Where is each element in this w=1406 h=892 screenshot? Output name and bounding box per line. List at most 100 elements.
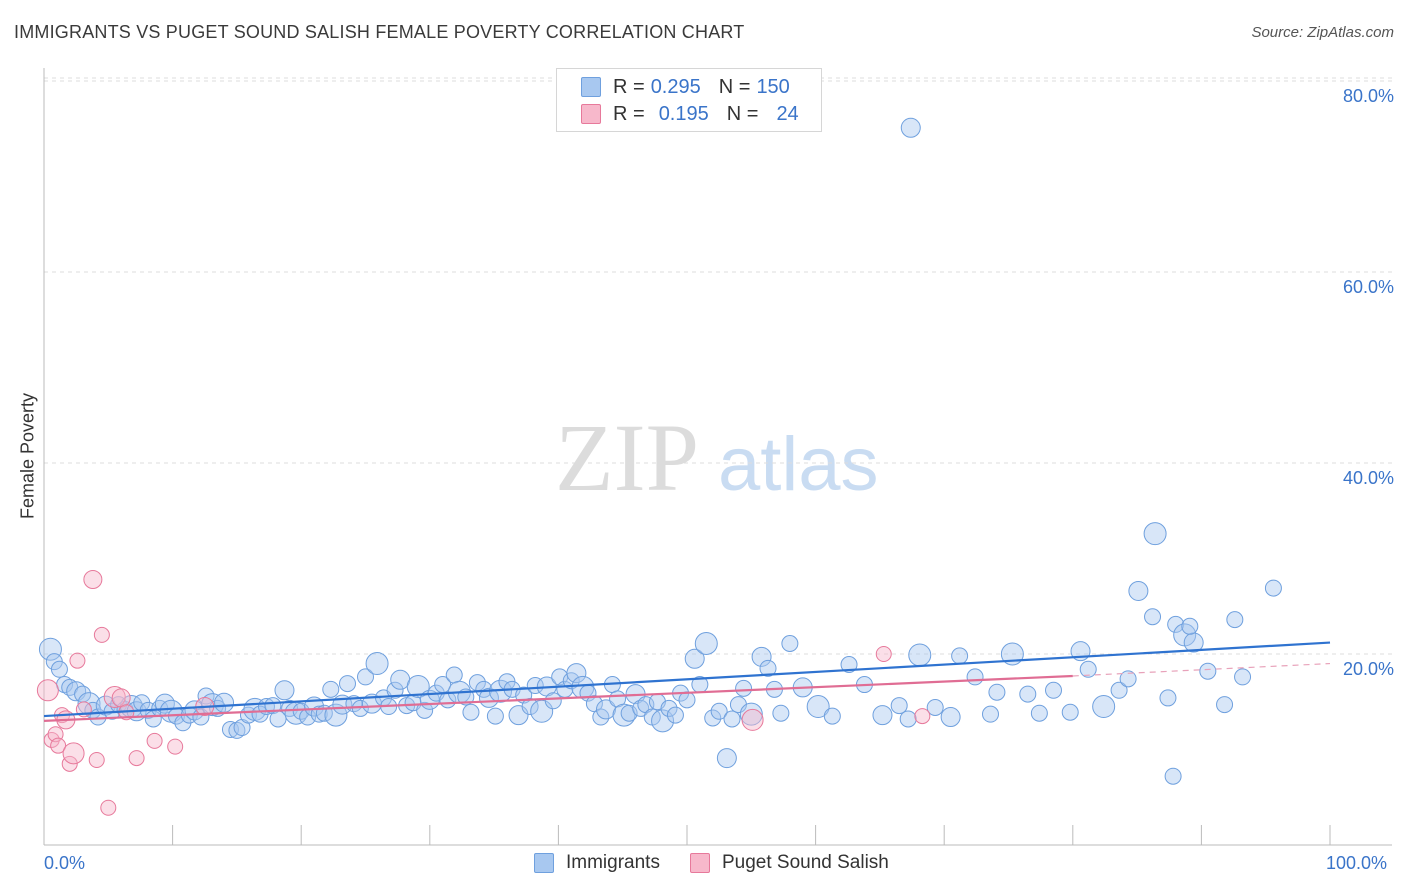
trend-lines bbox=[43, 641, 1331, 722]
data-point bbox=[100, 799, 117, 816]
data-point bbox=[595, 699, 616, 720]
data-point bbox=[167, 738, 184, 755]
n-label: N = bbox=[726, 102, 759, 125]
legend-row-immigrants: R = 0.295 N = 150 bbox=[581, 75, 790, 99]
data-point bbox=[486, 707, 504, 725]
legend-label: Puget Sound Salish bbox=[721, 852, 889, 873]
watermark-zip: ZIP bbox=[555, 404, 699, 511]
data-point bbox=[612, 703, 636, 727]
data-point bbox=[357, 668, 374, 686]
data-point bbox=[264, 697, 282, 715]
x-tick-label: 0.0% bbox=[44, 853, 86, 873]
data-point bbox=[1144, 608, 1162, 626]
data-point bbox=[660, 699, 678, 717]
legend-item-immigrants: Immigrants bbox=[534, 852, 660, 874]
r-label: R = bbox=[613, 102, 645, 125]
data-point bbox=[723, 710, 741, 728]
data-point bbox=[890, 697, 908, 715]
data-point bbox=[741, 708, 764, 731]
data-point bbox=[914, 708, 931, 725]
data-point bbox=[322, 680, 340, 698]
data-point bbox=[759, 659, 777, 677]
puget-sound-salish-trend-extension bbox=[1072, 662, 1331, 677]
data-point bbox=[1226, 611, 1244, 629]
data-point bbox=[228, 721, 246, 739]
data-point bbox=[735, 679, 753, 697]
data-point bbox=[908, 643, 932, 667]
data-point bbox=[704, 709, 722, 727]
data-point bbox=[1119, 670, 1137, 688]
series-legend: Immigrants Puget Sound Salish bbox=[534, 852, 919, 874]
data-point bbox=[1143, 522, 1167, 546]
data-point bbox=[1045, 681, 1063, 699]
data-point bbox=[50, 660, 68, 678]
data-point bbox=[840, 656, 858, 674]
grid bbox=[44, 77, 1392, 655]
data-point bbox=[716, 748, 737, 769]
legend-label: Immigrants bbox=[566, 852, 660, 873]
y-tick-label: 40.0% bbox=[1342, 468, 1394, 488]
data-point bbox=[694, 631, 718, 655]
data-point bbox=[274, 680, 295, 701]
data-point bbox=[1110, 681, 1128, 699]
data-point bbox=[899, 710, 917, 728]
data-point bbox=[1234, 668, 1252, 686]
data-point bbox=[678, 691, 696, 709]
stats-legend: R = 0.295 N = 150 R = 0.195 N = 24 bbox=[556, 68, 822, 132]
data-point bbox=[416, 701, 434, 719]
data-point bbox=[1128, 580, 1149, 601]
data-point bbox=[684, 648, 705, 669]
y-axis-label: Female Poverty bbox=[17, 392, 38, 520]
data-point bbox=[1079, 660, 1097, 678]
x-tick-label: 100.0% bbox=[1326, 853, 1388, 873]
data-point bbox=[38, 637, 62, 661]
legend-swatch bbox=[581, 104, 601, 124]
data-point bbox=[69, 652, 86, 669]
data-point bbox=[926, 698, 944, 716]
data-point bbox=[781, 634, 799, 652]
legend-swatch bbox=[534, 853, 554, 873]
data-point bbox=[462, 703, 480, 721]
data-point bbox=[666, 706, 684, 724]
data-point bbox=[1092, 695, 1116, 719]
watermark: ZIP atlas bbox=[555, 404, 879, 511]
data-point bbox=[900, 117, 921, 138]
data-point bbox=[146, 732, 163, 749]
data-point bbox=[310, 705, 328, 723]
data-point bbox=[50, 737, 67, 754]
data-point bbox=[1181, 617, 1199, 635]
r-label: R = bbox=[613, 75, 645, 98]
data-point bbox=[739, 702, 763, 726]
n-label: N = bbox=[718, 75, 751, 98]
legend-swatch bbox=[689, 853, 710, 873]
data-point bbox=[292, 702, 310, 720]
data-point bbox=[806, 695, 830, 719]
y-tick-label: 60.0% bbox=[1342, 277, 1394, 297]
data-point bbox=[214, 692, 235, 713]
data-point bbox=[88, 752, 105, 769]
data-point bbox=[83, 570, 103, 590]
legend-swatch bbox=[581, 77, 601, 97]
data-point bbox=[966, 668, 984, 686]
data-point bbox=[365, 652, 389, 676]
immigrants-trend-line bbox=[43, 641, 1331, 718]
legend-item-puget-sound-salish: Puget Sound Salish bbox=[689, 852, 889, 874]
data-point bbox=[111, 688, 131, 708]
data-point bbox=[1264, 579, 1282, 597]
data-point bbox=[872, 705, 893, 726]
data-point bbox=[36, 679, 59, 702]
data-point bbox=[875, 646, 892, 662]
data-point bbox=[103, 685, 126, 708]
data-point bbox=[445, 666, 463, 684]
data-point bbox=[1061, 703, 1079, 721]
data-point bbox=[751, 646, 772, 667]
y-tick-label: 20.0% bbox=[1342, 659, 1394, 679]
data-point bbox=[1019, 685, 1037, 703]
data-point bbox=[324, 703, 348, 727]
data-point bbox=[710, 702, 728, 720]
data-point bbox=[651, 709, 675, 733]
data-point bbox=[981, 705, 999, 723]
legend-row-puget-sound-salish: R = 0.195 N = 24 bbox=[581, 102, 799, 126]
data-point bbox=[1199, 662, 1217, 680]
